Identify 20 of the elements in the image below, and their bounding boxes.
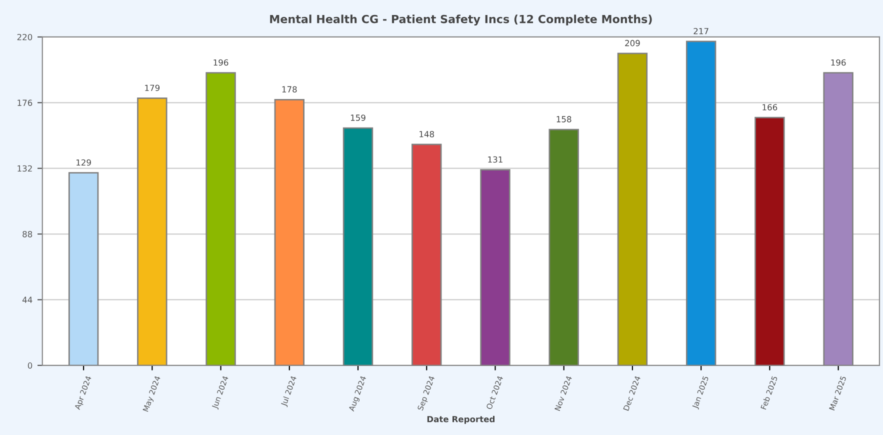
data-label: 196 xyxy=(831,59,846,66)
data-label: 159 xyxy=(350,114,366,121)
y-tick-label: 220 xyxy=(17,34,32,40)
data-label: 148 xyxy=(420,130,434,138)
data-label: 217 xyxy=(694,28,708,34)
data-label: 196 xyxy=(214,59,228,66)
chart-title: Mental Health CG - Patient Safety Incs (12 Complete Months) xyxy=(270,14,652,26)
data-label: 179 xyxy=(145,84,160,92)
y-tick-label: 0 xyxy=(28,362,32,369)
y-tick-label: 176 xyxy=(18,100,32,106)
data-label: 178 xyxy=(282,86,297,93)
data-label: 209 xyxy=(625,40,640,46)
y-tick-label: 44 xyxy=(22,296,32,303)
data-label: 131 xyxy=(488,156,502,163)
data-label: 129 xyxy=(76,159,91,166)
data-label: 166 xyxy=(762,104,778,110)
y-tick-label: 132 xyxy=(18,165,32,172)
y-tick-label: 88 xyxy=(22,231,32,238)
data-label: 158 xyxy=(556,116,572,122)
x-axis-title: Date Reported xyxy=(427,416,494,424)
